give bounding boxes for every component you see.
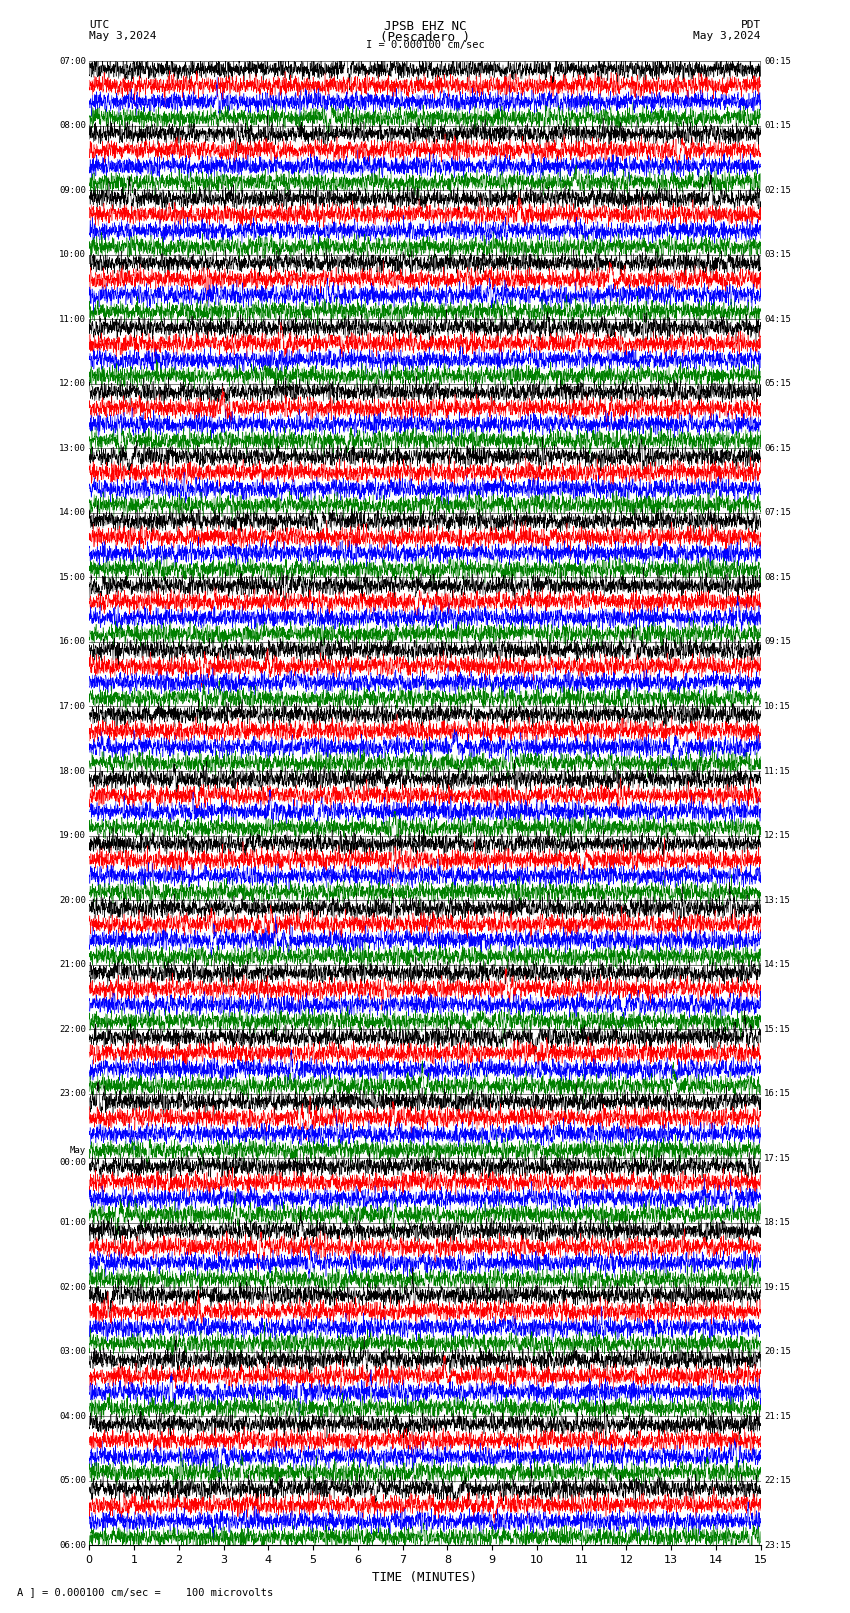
Text: 08:15: 08:15: [764, 573, 791, 582]
Text: 00:00: 00:00: [59, 1158, 86, 1168]
Text: 14:00: 14:00: [59, 508, 86, 518]
Text: 07:15: 07:15: [764, 508, 791, 518]
Text: 03:15: 03:15: [764, 250, 791, 260]
Text: 07:00: 07:00: [59, 56, 86, 66]
Text: May 3,2024: May 3,2024: [694, 31, 761, 40]
Text: May 3,2024: May 3,2024: [89, 31, 156, 40]
Text: 19:15: 19:15: [764, 1282, 791, 1292]
Text: 13:15: 13:15: [764, 895, 791, 905]
Text: 12:00: 12:00: [59, 379, 86, 389]
Text: 04:00: 04:00: [59, 1411, 86, 1421]
Text: 23:00: 23:00: [59, 1089, 86, 1098]
Text: 15:00: 15:00: [59, 573, 86, 582]
Text: 05:15: 05:15: [764, 379, 791, 389]
Text: 02:00: 02:00: [59, 1282, 86, 1292]
Text: 23:15: 23:15: [764, 1540, 791, 1550]
Text: 18:00: 18:00: [59, 766, 86, 776]
Text: 06:15: 06:15: [764, 444, 791, 453]
Text: 00:15: 00:15: [764, 56, 791, 66]
Text: 02:15: 02:15: [764, 185, 791, 195]
Text: 22:15: 22:15: [764, 1476, 791, 1486]
Text: 08:00: 08:00: [59, 121, 86, 131]
Text: 01:15: 01:15: [764, 121, 791, 131]
Text: 19:00: 19:00: [59, 831, 86, 840]
Text: 20:15: 20:15: [764, 1347, 791, 1357]
Text: 09:00: 09:00: [59, 185, 86, 195]
X-axis label: TIME (MINUTES): TIME (MINUTES): [372, 1571, 478, 1584]
Text: 06:00: 06:00: [59, 1540, 86, 1550]
Text: 17:15: 17:15: [764, 1153, 791, 1163]
Text: 13:00: 13:00: [59, 444, 86, 453]
Text: (Pescadero ): (Pescadero ): [380, 31, 470, 44]
Text: 16:15: 16:15: [764, 1089, 791, 1098]
Text: I = 0.000100 cm/sec: I = 0.000100 cm/sec: [366, 40, 484, 50]
Text: 11:15: 11:15: [764, 766, 791, 776]
Text: 15:15: 15:15: [764, 1024, 791, 1034]
Text: 21:00: 21:00: [59, 960, 86, 969]
Text: 17:00: 17:00: [59, 702, 86, 711]
Text: 14:15: 14:15: [764, 960, 791, 969]
Text: 20:00: 20:00: [59, 895, 86, 905]
Text: May: May: [70, 1145, 86, 1155]
Text: 21:15: 21:15: [764, 1411, 791, 1421]
Text: 12:15: 12:15: [764, 831, 791, 840]
Text: 18:15: 18:15: [764, 1218, 791, 1227]
Text: 09:15: 09:15: [764, 637, 791, 647]
Text: A ] = 0.000100 cm/sec =    100 microvolts: A ] = 0.000100 cm/sec = 100 microvolts: [17, 1587, 273, 1597]
Text: JPSB EHZ NC: JPSB EHZ NC: [383, 19, 467, 34]
Text: 11:00: 11:00: [59, 315, 86, 324]
Text: 05:00: 05:00: [59, 1476, 86, 1486]
Text: 10:15: 10:15: [764, 702, 791, 711]
Text: 03:00: 03:00: [59, 1347, 86, 1357]
Text: 04:15: 04:15: [764, 315, 791, 324]
Text: 10:00: 10:00: [59, 250, 86, 260]
Text: 16:00: 16:00: [59, 637, 86, 647]
Text: UTC: UTC: [89, 19, 110, 31]
Text: 01:00: 01:00: [59, 1218, 86, 1227]
Text: 22:00: 22:00: [59, 1024, 86, 1034]
Text: PDT: PDT: [740, 19, 761, 31]
